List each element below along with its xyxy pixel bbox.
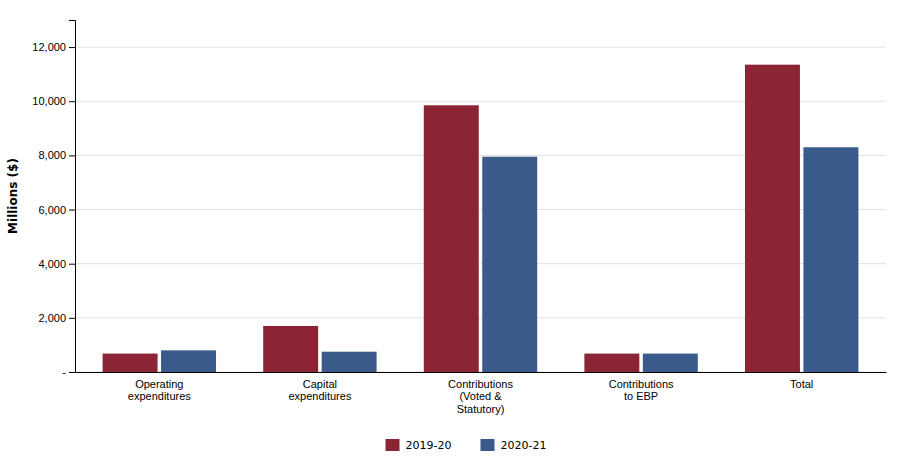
bar [584,354,639,372]
bar [803,147,858,372]
tick-label-line: Contributions [609,378,674,390]
tick: Contributionsto EBP [609,372,674,402]
x-axis: OperatingexpendituresCapitalexpenditures… [76,372,887,415]
tick-label: 8,000 [38,149,66,161]
bar [103,354,158,372]
bar [424,105,479,372]
tick-label: 4,000 [38,258,66,270]
tick-label: Total [790,378,813,390]
tick: Contributions(Voted &Statutory) [448,372,513,415]
tick-label-line: expenditures [288,390,351,402]
grid [75,47,886,372]
y-axis-title: Millions ($) [6,158,20,234]
tick: Operatingexpenditures [128,372,191,402]
bar [482,157,537,372]
legend-label: 2019-20 [406,439,452,452]
tick-label-line: Capital [303,378,337,390]
bar [161,350,216,372]
tick-label-line: (Voted & [459,390,502,402]
axis-line [76,372,887,373]
legend-swatch [386,439,400,451]
tick: Total [790,372,813,390]
tick: 4,000 [38,258,75,270]
tick-label-line: Statutory) [457,403,505,415]
tick-label: Contributionsto EBP [609,378,674,403]
bar [322,352,377,372]
tick: Capitalexpenditures [288,372,351,402]
bar [745,65,800,372]
legend-item: 2019-20 [386,439,452,452]
bar [643,354,698,372]
bar-series [103,65,800,372]
tick-mark [69,318,75,319]
bars [103,65,859,372]
tick-mark [69,264,75,265]
tick-mark [69,210,75,211]
tick-label: 10,000 [32,95,66,107]
tick-label-line: Contributions [448,378,513,390]
tick-mark [69,47,75,48]
tick-label-line: Operating [135,378,183,390]
tick: 10,000 [32,95,75,107]
legend-swatch [481,439,495,451]
tick-mark [69,155,75,156]
tick-label: 2,000 [38,312,66,324]
tick-mark [69,101,75,102]
axis-line [69,21,76,373]
tick-mark [69,372,75,373]
chart-svg: - 2,000 4,000 6,000 8,000 10,000 12,000 Operati… [0,0,906,467]
tick-label: Operatingexpenditures [128,378,191,403]
tick-label-line: Total [790,378,813,390]
y-axis: - 2,000 4,000 6,000 8,000 10,000 12,000 [32,21,75,379]
bar-series [161,147,858,372]
tick: 6,000 [38,204,75,216]
tick: - [62,366,75,378]
legend: 2019-20 2020-21 [386,439,547,452]
tick: 12,000 [32,41,75,53]
tick-label: Capitalexpenditures [288,378,351,403]
legend-label: 2020-21 [501,439,547,452]
tick-label: 6,000 [38,204,66,216]
tick-label-line: to EBP [624,390,658,402]
tick-label: 12,000 [32,41,66,53]
tick-label-line: expenditures [128,390,191,402]
legend-item: 2020-21 [481,439,547,452]
bar [263,326,318,372]
plot: - 2,000 4,000 6,000 8,000 10,000 12,000 Operati… [6,21,887,416]
tick: 2,000 [38,312,75,324]
tick-label: - [62,366,66,378]
tick-label: Contributions(Voted &Statutory) [448,378,513,415]
tick: 8,000 [38,149,75,161]
grid-line [75,47,886,48]
